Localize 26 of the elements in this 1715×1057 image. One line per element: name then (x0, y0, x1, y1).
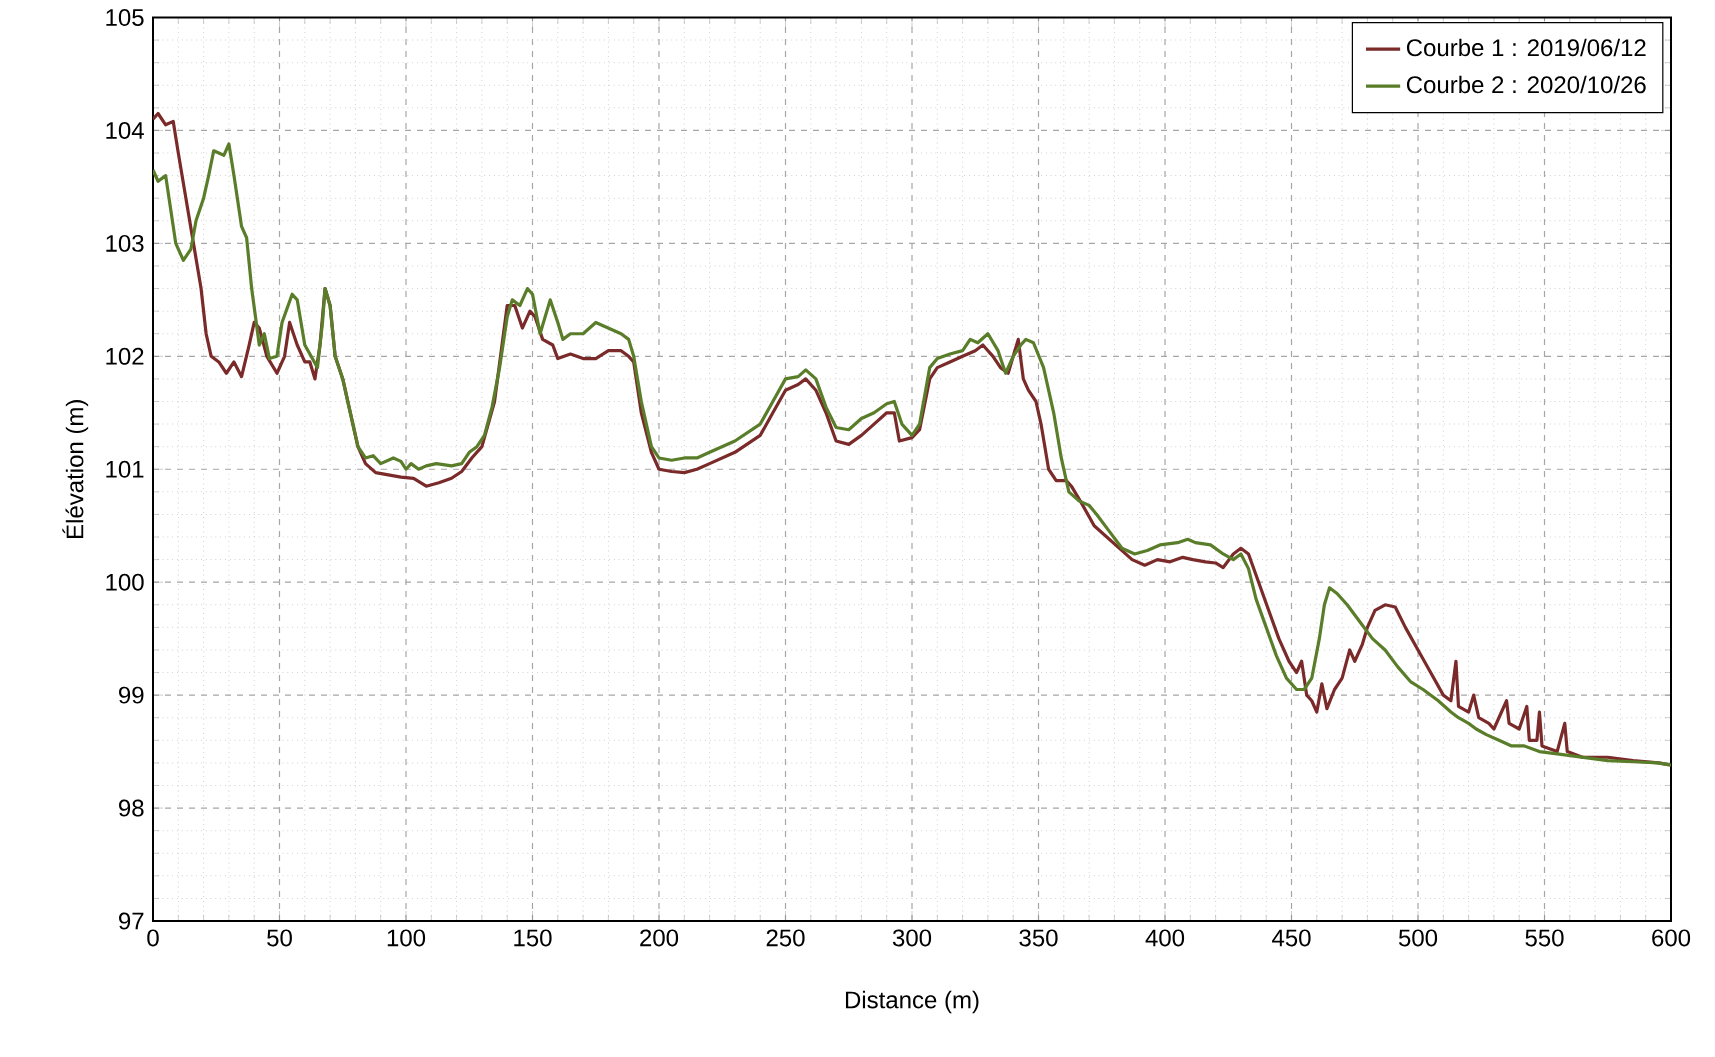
x-tick-label: 550 (1525, 929, 1564, 947)
y-tick-label: 103 (106, 234, 144, 252)
x-tick-label: 0 (147, 929, 159, 947)
x-tick-label: 100 (387, 929, 426, 947)
x-tick-label: 400 (1145, 929, 1185, 947)
x-axis-title: Distance (m) (845, 990, 979, 1014)
y-tick-label: 97 (119, 912, 144, 930)
x-tick-label: 150 (514, 929, 552, 947)
x-tick-label: 600 (1652, 929, 1691, 947)
y-tick-label: 104 (106, 121, 144, 139)
x-tick-label: 200 (640, 929, 679, 947)
y-tick-label: 102 (106, 347, 144, 365)
y-tick-label: 101 (106, 460, 144, 478)
y-tick-label: 98 (119, 799, 144, 817)
x-tick-label: 50 (267, 929, 292, 947)
x-tick-label: 450 (1272, 929, 1311, 947)
legend-label: Courbe 2 : 2020/10/26 (1406, 75, 1646, 94)
x-tick-label: 350 (1019, 929, 1058, 947)
x-tick-label: 300 (892, 929, 932, 947)
legend-label: Courbe 1 : 2019/06/12 (1406, 38, 1646, 57)
x-tick-label: 500 (1398, 929, 1438, 947)
y-tick-label: 99 (119, 686, 144, 704)
y-tick-label: 105 (106, 9, 144, 26)
y-tick-label: 100 (106, 573, 144, 591)
x-tick-label: 250 (766, 929, 805, 947)
y-axis-title: Élévation (m) (62, 400, 89, 538)
